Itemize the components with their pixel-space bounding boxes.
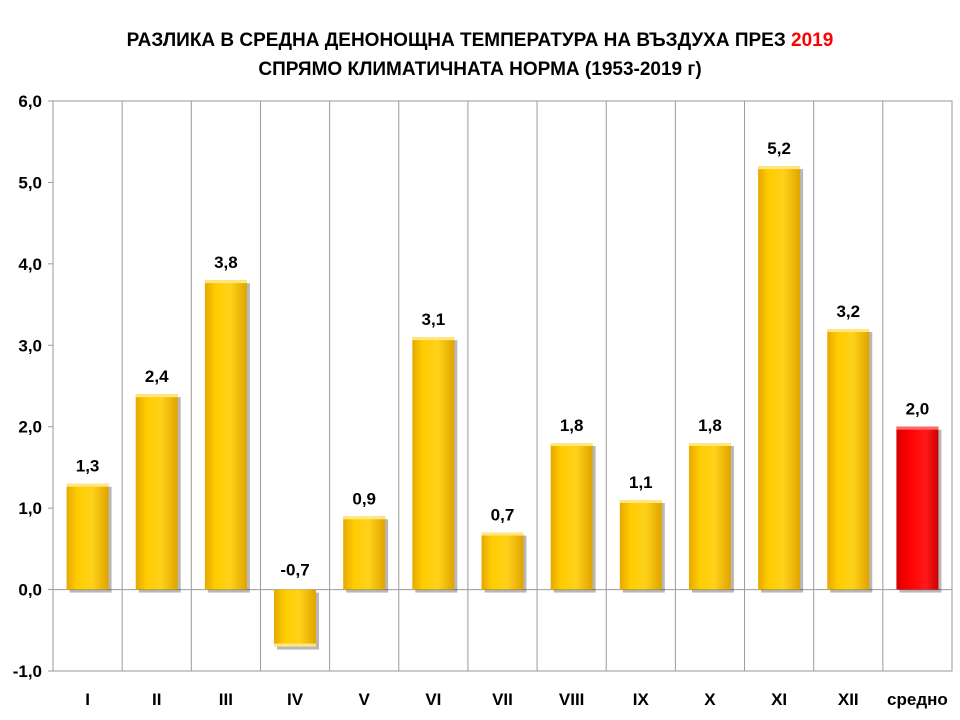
bar-3	[204, 280, 250, 593]
bar-bevel	[550, 443, 593, 446]
bar-12	[827, 329, 873, 593]
data-label: 1,8	[698, 416, 722, 435]
x-tick-label: X	[704, 690, 716, 709]
data-label: 1,8	[560, 416, 584, 435]
data-label: 5,2	[767, 139, 791, 158]
bar-body	[343, 516, 386, 590]
bar-body	[827, 329, 870, 590]
data-label: 2,4	[145, 367, 169, 386]
bar-5	[343, 516, 389, 593]
bar-body	[896, 426, 939, 590]
x-tick-label: V	[359, 690, 371, 709]
x-tick-label: VII	[492, 690, 513, 709]
bar-body	[412, 337, 455, 590]
plot-area	[52, 100, 953, 672]
bar-7	[481, 532, 527, 593]
x-tick-label: XI	[771, 690, 787, 709]
bar-body	[135, 394, 178, 590]
bar-1	[66, 483, 112, 593]
bar-8	[550, 443, 596, 593]
bar-body	[66, 483, 109, 590]
bar-bevel	[66, 483, 109, 487]
bar-bevel	[758, 166, 801, 170]
data-label: 3,2	[836, 302, 860, 321]
data-label: 1,1	[629, 473, 653, 492]
y-tick-label: 2,0	[18, 418, 42, 437]
y-tick-label: 0,0	[18, 581, 42, 600]
title-line2: СПРЯМО КЛИМАТИЧНАТА НОРМА (1953-2019 г)	[258, 59, 702, 80]
bar-bevel	[343, 516, 386, 520]
y-tick-label: 3,0	[18, 336, 42, 355]
bar-10	[688, 443, 734, 593]
x-tick-label: средно	[887, 690, 948, 709]
bar-bevel	[896, 426, 939, 430]
bar-bevel	[619, 500, 662, 503]
bar-body	[481, 532, 524, 590]
title-line1: РАЗЛИКА В СРЕДНА ДЕНОНОЩНА ТЕМПЕРАТУРА Н…	[126, 30, 786, 51]
chart-title: РАЗЛИКА В СРЕДНА ДЕНОНОЩНА ТЕМПЕРАТУРА Н…	[0, 26, 960, 84]
x-tick-label: II	[152, 690, 161, 709]
bar-4	[274, 589, 320, 650]
y-tick-label: 5,0	[18, 173, 42, 192]
bar-2	[135, 394, 181, 593]
data-label: 3,8	[214, 253, 238, 272]
x-tick-label: IX	[633, 690, 650, 709]
bar-body	[204, 280, 247, 590]
data-label: 0,7	[491, 506, 515, 525]
bar-bevel	[688, 443, 731, 446]
x-tick-label: I	[85, 690, 90, 709]
bar-bevel	[481, 532, 524, 536]
x-tick-label: XII	[838, 690, 859, 709]
bar-11	[758, 166, 804, 593]
bar-6	[412, 337, 458, 593]
x-tick-label: IV	[287, 690, 304, 709]
y-tick-label: -1,0	[13, 662, 42, 681]
data-label: 2,0	[906, 400, 930, 419]
bar-bevel	[135, 394, 178, 398]
x-tick-label: III	[219, 690, 233, 709]
bar-body	[550, 443, 593, 590]
y-tick-label: 6,0	[18, 92, 42, 111]
data-label: 1,3	[76, 457, 100, 476]
bar-body	[619, 500, 662, 590]
bar-13	[896, 426, 942, 593]
bar-body	[758, 166, 801, 590]
x-tick-label: VI	[425, 690, 441, 709]
bar-bevel	[827, 329, 870, 332]
y-tick-label: 1,0	[18, 499, 42, 518]
bar-bevel	[204, 280, 247, 284]
bar-bevel	[412, 337, 455, 341]
bar-body	[688, 443, 731, 590]
y-tick-label: 4,0	[18, 255, 42, 274]
bar-body	[274, 589, 317, 647]
data-label: 0,9	[352, 489, 376, 508]
x-tick-label: VIII	[559, 690, 585, 709]
data-label: 3,1	[422, 310, 446, 329]
bar-bevel	[274, 643, 317, 647]
data-label: -0,7	[280, 561, 309, 580]
title-year: 2019	[791, 30, 834, 51]
bar-9	[619, 500, 665, 593]
